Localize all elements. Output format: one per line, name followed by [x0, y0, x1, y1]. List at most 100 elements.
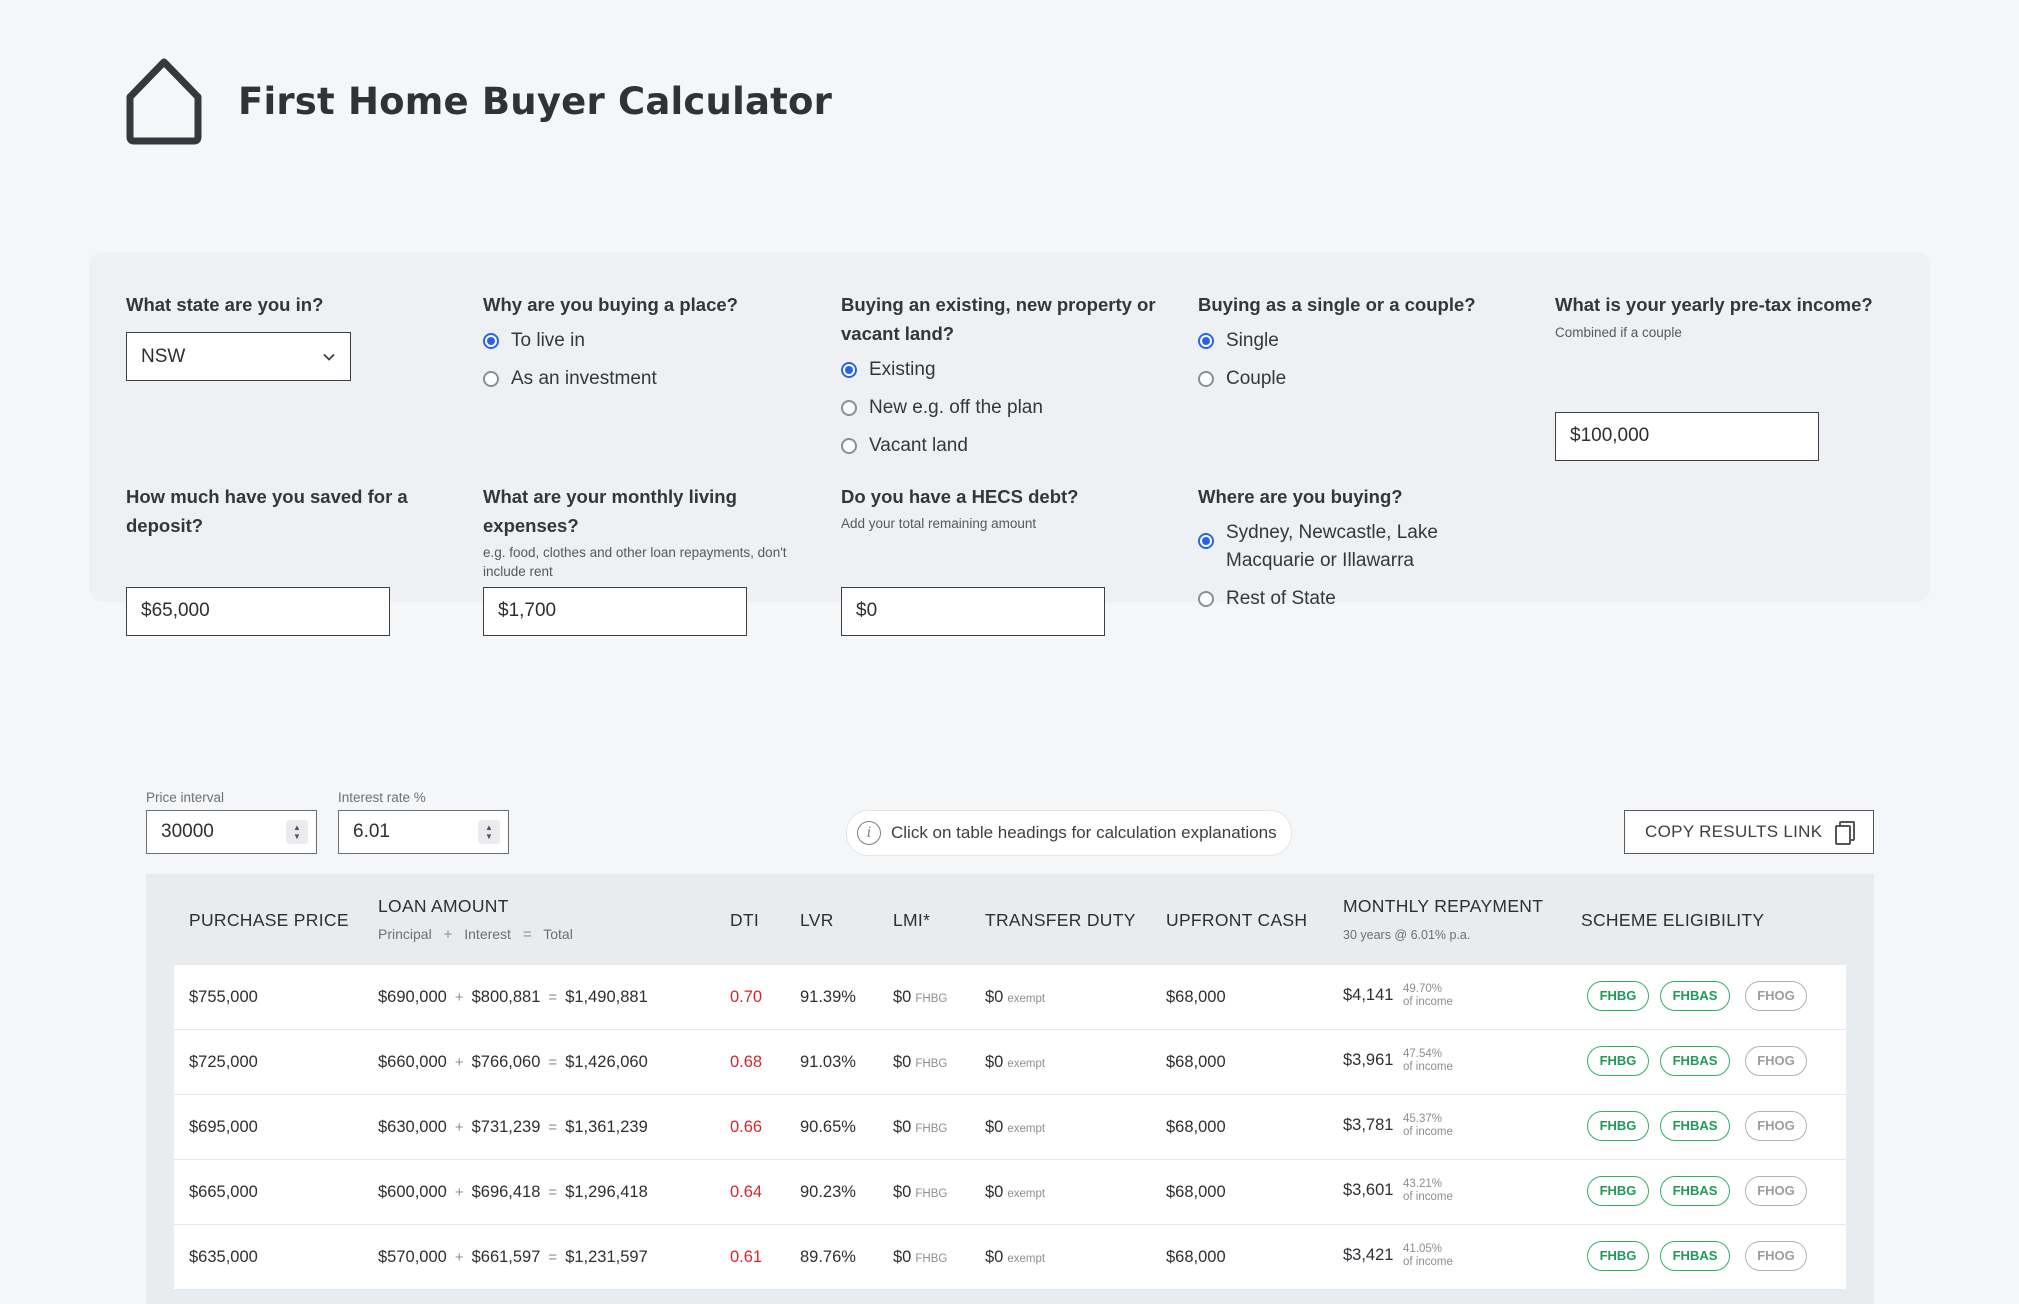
scheme-badge-fhbg[interactable]: FHBG — [1587, 1176, 1649, 1206]
lmi-value: $0 — [893, 1183, 912, 1201]
cell-transfer-duty: $0 exempt — [985, 1030, 1045, 1096]
repayment-percent: 47.54% of income — [1403, 1048, 1453, 1074]
copy-icon — [1835, 821, 1855, 845]
radio-label: Couple — [1226, 368, 1287, 389]
cell-upfront-cash: $68,000 — [1166, 1248, 1226, 1266]
location-option-sydney[interactable]: Sydney, Newcastle, Lake Macquarie or Ill… — [1198, 519, 1468, 575]
chevron-down-icon — [323, 353, 335, 361]
state-select-value: NSW — [141, 345, 186, 367]
radio-unselected-icon[interactable] — [1198, 591, 1214, 607]
scheme-badge-fhbg[interactable]: FHBG — [1587, 1241, 1649, 1271]
duty-value: $0 — [985, 1183, 1004, 1201]
table-controls: Price interval 30000 ▲ ▼ Interest rate % … — [146, 790, 1874, 856]
repayment-percent-value: 49.70% — [1403, 983, 1443, 995]
header-scheme-eligibility[interactable]: SCHEME ELIGIBILITY — [1581, 910, 1765, 930]
price-interval-label: Price interval — [146, 790, 225, 805]
cell-monthly-repayment: $3,961 — [1343, 1051, 1394, 1069]
hecs-input[interactable]: $0 — [841, 587, 1105, 636]
property-option-vacant[interactable]: Vacant land — [841, 432, 1161, 460]
expenses-input[interactable]: $1,700 — [483, 587, 747, 636]
deposit-input[interactable]: $65,000 — [126, 587, 390, 636]
radio-selected-icon[interactable] — [841, 362, 857, 378]
cell-lvr: 91.39% — [800, 988, 856, 1006]
scheme-badge-fhbg[interactable]: FHBG — [1587, 1046, 1649, 1076]
table-body: $755,000 $690,000 + $800,881 = $1,490,881 0.70… — [174, 965, 1846, 1290]
scheme-badge-fhbas[interactable]: FHBAS — [1660, 1046, 1730, 1076]
state-question: What state are you in? — [126, 294, 324, 315]
repayment-percent: 45.37% of income — [1403, 1113, 1453, 1139]
scheme-badge-fhog[interactable]: FHOG — [1745, 981, 1807, 1011]
radio-selected-icon[interactable] — [483, 333, 499, 349]
scheme-badge-fhbas[interactable]: FHBAS — [1660, 1241, 1730, 1271]
header-loan-amount[interactable]: LOAN AMOUNT — [378, 896, 509, 916]
radio-label: Sydney, Newcastle, Lake Macquarie or Ill… — [1226, 522, 1438, 571]
state-select[interactable]: NSW — [126, 332, 351, 381]
cell-purchase-price: $725,000 — [189, 1053, 258, 1071]
scheme-badge-fhbas[interactable]: FHBAS — [1660, 1111, 1730, 1141]
cell-monthly-repayment: $3,421 — [1343, 1246, 1394, 1264]
monthly-repayment-subheader: 30 years @ 6.01% p.a. — [1343, 928, 1471, 942]
cell-lmi: $0 FHBG — [893, 965, 947, 1031]
header-lmi[interactable]: LMI* — [893, 910, 931, 930]
location-option-rest[interactable]: Rest of State — [1198, 585, 1468, 613]
copy-results-link-button[interactable]: COPY RESULTS LINK — [1624, 810, 1874, 854]
scheme-badge-fhbg[interactable]: FHBG — [1587, 1111, 1649, 1141]
header-dti[interactable]: DTI — [730, 910, 760, 930]
radio-selected-icon[interactable] — [1198, 333, 1214, 349]
scheme-badge-fhog[interactable]: FHOG — [1745, 1241, 1807, 1271]
table-header: PURCHASE PRICE LOAN AMOUNT Principal + I… — [174, 874, 1846, 964]
subheader-total: Total — [543, 926, 573, 942]
repayment-percent-note: of income — [1403, 1126, 1453, 1138]
house-icon — [126, 58, 202, 145]
scheme-badge-fhog[interactable]: FHOG — [1745, 1111, 1807, 1141]
loan-total: $1,361,239 — [565, 1118, 648, 1136]
cell-transfer-duty: $0 exempt — [985, 1095, 1045, 1161]
purpose-option-live[interactable]: To live in — [483, 327, 803, 355]
repayment-percent-note: of income — [1403, 1191, 1453, 1203]
number-spinner-icon[interactable]: ▲ ▼ — [286, 820, 308, 844]
loan-principal: $570,000 — [378, 1248, 447, 1266]
property-option-new[interactable]: New e.g. off the plan — [841, 394, 1161, 422]
radio-unselected-icon[interactable] — [841, 400, 857, 416]
info-text: Click on table headings for calculation … — [891, 823, 1277, 842]
radio-unselected-icon[interactable] — [841, 438, 857, 454]
cell-lvr: 91.03% — [800, 1053, 856, 1071]
header-upfront-cash[interactable]: UPFRONT CASH — [1166, 910, 1308, 930]
option-couple[interactable]: Couple — [1198, 365, 1518, 393]
interest-rate-value: 6.01 — [353, 821, 390, 842]
scheme-badge-fhog[interactable]: FHOG — [1745, 1046, 1807, 1076]
radio-label: Vacant land — [869, 435, 968, 456]
hecs-question: Do you have a HECS debt? — [841, 486, 1079, 507]
radio-unselected-icon[interactable] — [1198, 371, 1214, 387]
scheme-badge-fhbas[interactable]: FHBAS — [1660, 1176, 1730, 1206]
lmi-value: $0 — [893, 1118, 912, 1136]
duty-note: exempt — [1007, 1188, 1046, 1200]
state-field: What state are you in? NSW — [126, 290, 446, 381]
cell-dti: 0.68 — [730, 1053, 763, 1071]
radio-unselected-icon[interactable] — [483, 371, 499, 387]
purpose-field: Why are you buying a place? To live in A… — [483, 290, 803, 393]
property-option-existing[interactable]: Existing — [841, 356, 1161, 384]
header-lvr[interactable]: LVR — [800, 910, 834, 930]
scheme-badge-fhbg[interactable]: FHBG — [1587, 981, 1649, 1011]
price-interval-input[interactable]: 30000 ▲ ▼ — [146, 810, 317, 854]
income-input[interactable]: $100,000 — [1555, 412, 1819, 461]
repayment-percent: 43.21% of income — [1403, 1178, 1453, 1204]
option-single[interactable]: Single — [1198, 327, 1518, 355]
radio-label: To live in — [511, 330, 585, 351]
purpose-question: Why are you buying a place? — [483, 294, 738, 315]
results-table: PURCHASE PRICE LOAN AMOUNT Principal + I… — [146, 874, 1874, 1304]
header-monthly-repayment[interactable]: MONTHLY REPAYMENT — [1343, 896, 1544, 916]
header-purchase-price[interactable]: PURCHASE PRICE — [189, 910, 349, 930]
scheme-badge-fhbas[interactable]: FHBAS — [1660, 981, 1730, 1011]
header-transfer-duty[interactable]: TRANSFER DUTY — [985, 910, 1136, 930]
number-spinner-icon[interactable]: ▲ ▼ — [478, 820, 500, 844]
price-interval-value: 30000 — [161, 821, 214, 842]
single-couple-field: Buying as a single or a couple? Single C… — [1198, 290, 1518, 393]
radio-selected-icon[interactable] — [1198, 533, 1214, 549]
scheme-badge-fhog[interactable]: FHOG — [1745, 1176, 1807, 1206]
interest-rate-input[interactable]: 6.01 ▲ ▼ — [338, 810, 509, 854]
cell-transfer-duty: $0 exempt — [985, 965, 1045, 1031]
purpose-option-investment[interactable]: As an investment — [483, 365, 803, 393]
radio-label: Single — [1226, 330, 1279, 351]
